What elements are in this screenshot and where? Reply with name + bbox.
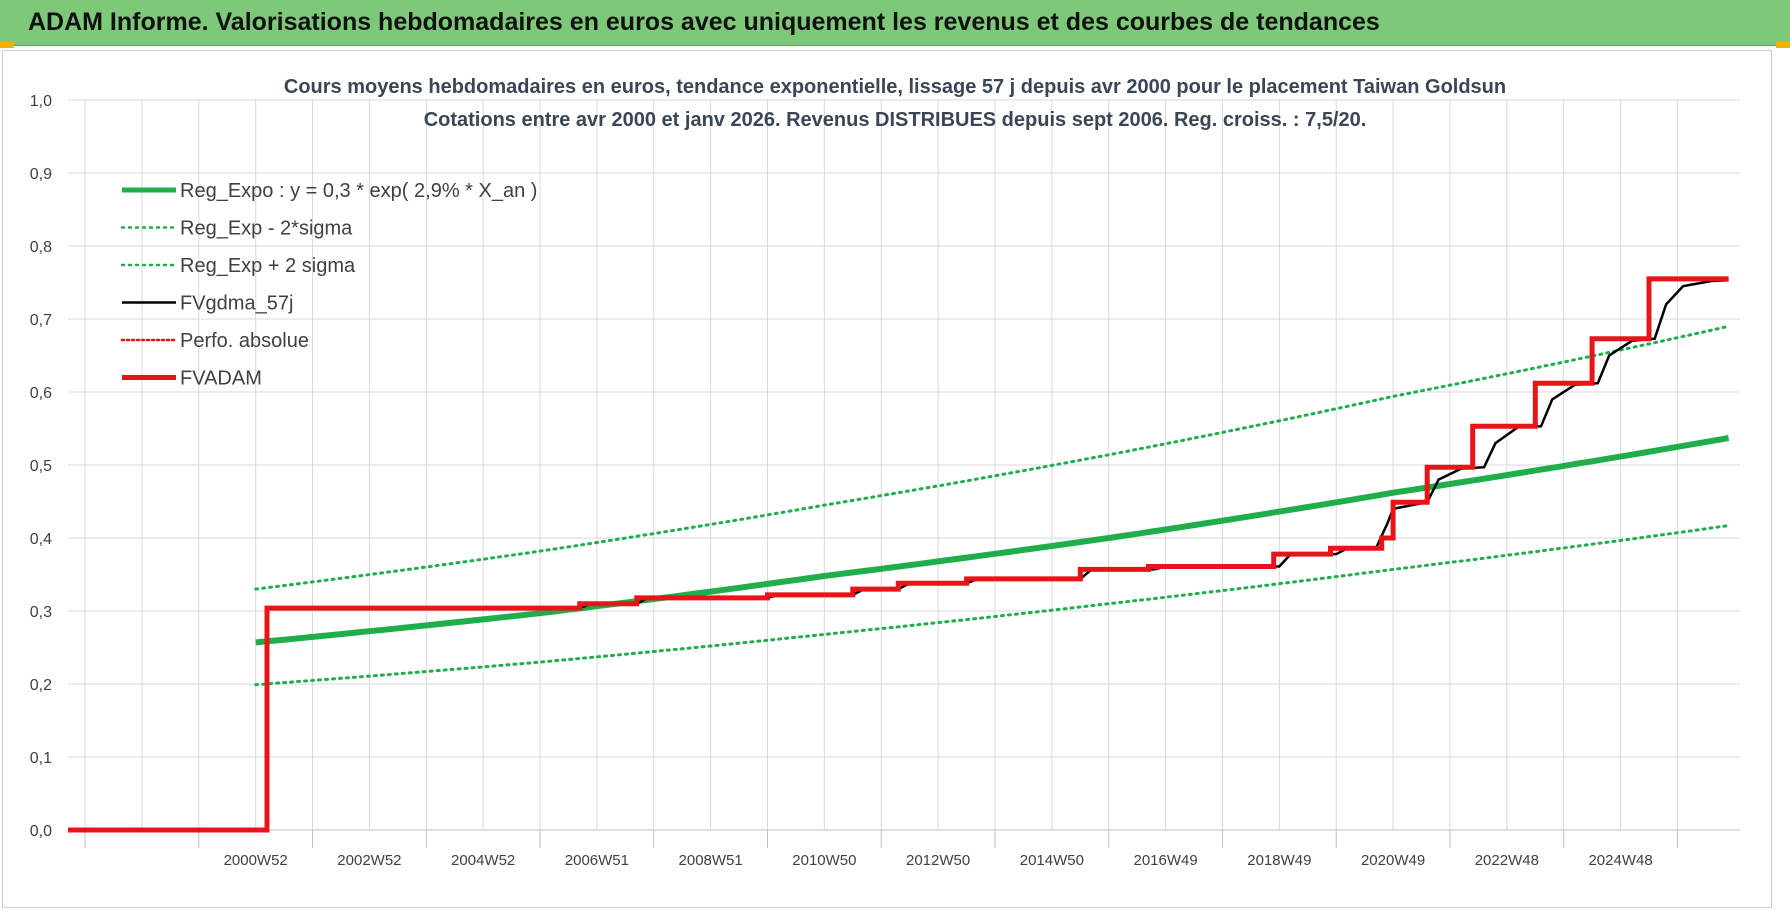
x-tick-label: 2004W52 bbox=[451, 852, 515, 869]
y-tick-label: 0,6 bbox=[30, 385, 52, 402]
legend-label: Reg_Exp + 2 sigma bbox=[180, 255, 356, 277]
legend-label: Reg_Exp - 2*sigma bbox=[180, 218, 353, 240]
chart-title: Cours moyens hebdomadaires en euros, ten… bbox=[284, 76, 1506, 98]
legend: Reg_Expo : y = 0,3 * exp( 2,9% * X_an ) R… bbox=[120, 180, 537, 390]
x-tick-label: 2014W50 bbox=[1020, 852, 1084, 869]
chart-subtitle: Cotations entre avr 2000 et janv 2026. R… bbox=[424, 109, 1367, 131]
reg-expo-line bbox=[255, 435, 1730, 646]
page-banner: ADAM Informe. Valorisations hebdomadaire… bbox=[0, 0, 1790, 46]
x-tick-label: 2022W48 bbox=[1475, 852, 1539, 869]
corner-mark-left bbox=[0, 42, 14, 48]
y-tick-label: 0,5 bbox=[30, 458, 52, 475]
y-tick-label: 0,1 bbox=[30, 750, 52, 767]
fvadam-line bbox=[68, 276, 1729, 833]
legend-label: FVADAM bbox=[180, 368, 262, 390]
series-layer bbox=[68, 276, 1731, 833]
y-tick-label: 0,3 bbox=[30, 604, 52, 621]
x-tick-label: 2006W51 bbox=[565, 852, 629, 869]
chart-frame bbox=[2, 50, 1772, 908]
x-tick-label: 2008W51 bbox=[679, 852, 743, 869]
x-tick-label: 2002W52 bbox=[337, 852, 401, 869]
banner-title: ADAM Informe. Valorisations hebdomadaire… bbox=[28, 8, 1380, 36]
y-tick-label: 0,9 bbox=[30, 166, 52, 183]
axes-layer: 0,0 0,1 0,2 0,3 0,4 0,5 0,6 0,7 0,8 0,9 1,0 2000W52… bbox=[30, 93, 1740, 869]
y-tick-label: 0,4 bbox=[30, 531, 52, 548]
legend-label: Reg_Expo : y = 0,3 * exp( 2,9% * X_an ) bbox=[180, 180, 537, 202]
grid-layer bbox=[68, 99, 1740, 831]
x-tick-label: 2024W48 bbox=[1588, 852, 1652, 869]
x-tick-label: 2018W49 bbox=[1247, 852, 1311, 869]
fvgdma-57j-line bbox=[68, 279, 1729, 832]
x-tick-label: 2000W52 bbox=[224, 852, 288, 869]
y-tick-label: 0,7 bbox=[30, 312, 52, 329]
x-tick-label: 2020W49 bbox=[1361, 852, 1425, 869]
y-tick-label: 1,0 bbox=[30, 93, 52, 110]
legend-label: FVgdma_57j bbox=[180, 293, 293, 315]
reg-exp-plus-2sigma-line bbox=[254, 324, 1731, 591]
x-tick-label: 2010W50 bbox=[792, 852, 856, 869]
y-tick-label: 0,2 bbox=[30, 677, 52, 694]
x-tick-label: 2016W49 bbox=[1133, 852, 1197, 869]
y-tick-label: 0,8 bbox=[30, 239, 52, 256]
legend-label: Perfo. absolue bbox=[180, 330, 309, 352]
y-tick-label: 0,0 bbox=[30, 823, 52, 840]
corner-mark-right bbox=[1776, 42, 1790, 48]
x-tick-label: 2012W50 bbox=[906, 852, 970, 869]
reg-exp-minus-2sigma-line bbox=[254, 524, 1731, 687]
